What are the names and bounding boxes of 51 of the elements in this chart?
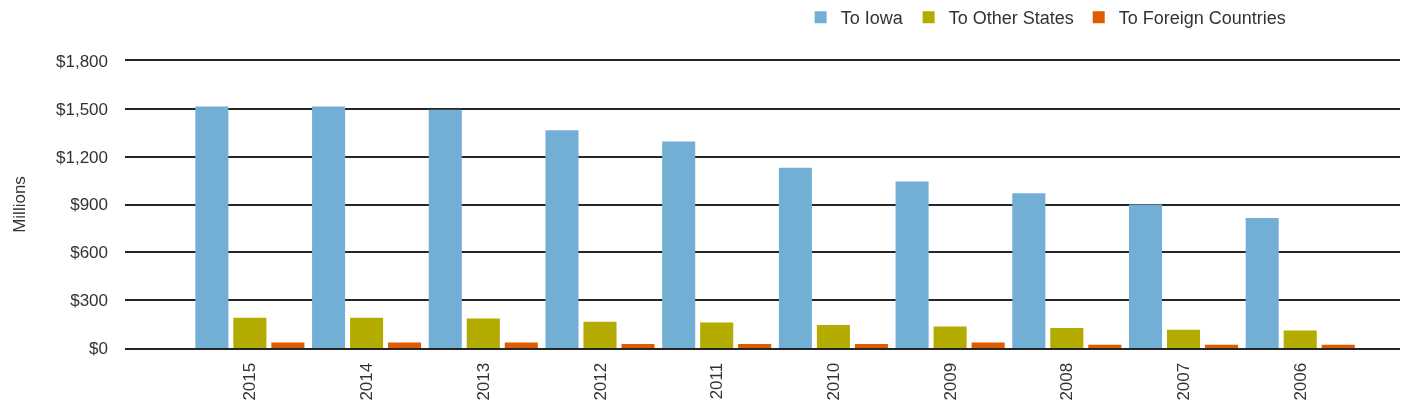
x-tick-label: 2013 [473, 362, 493, 401]
y-tick-label: $1,800 [56, 51, 108, 71]
bar [428, 109, 462, 348]
bar [1204, 344, 1239, 348]
y-axis-title: Millions [9, 176, 29, 233]
bar [1088, 344, 1122, 348]
bar [933, 326, 967, 348]
x-tick-label: 2006 [1290, 362, 1310, 401]
y-tick-label: $600 [70, 243, 108, 263]
bar [233, 317, 267, 348]
bar [738, 344, 772, 348]
x-tick-label: 2015 [240, 362, 260, 401]
legend-label: To Iowa [840, 8, 904, 29]
bar [1321, 344, 1355, 348]
bar [271, 342, 305, 348]
bar [621, 344, 655, 348]
x-tick-label: 2014 [357, 362, 377, 401]
legend-label: To Foreign Countries [1118, 8, 1286, 29]
y-tick-label: $1,200 [56, 147, 108, 167]
bar [350, 317, 384, 348]
x-tick-label: 2010 [823, 362, 843, 401]
bar [854, 344, 888, 348]
legend-label: To Other States [948, 8, 1074, 29]
x-tick-label: 2009 [940, 362, 960, 401]
bar [662, 141, 696, 348]
y-tick-label: $0 [89, 338, 108, 358]
bar [504, 342, 538, 348]
bar [1128, 204, 1163, 348]
y-tick-label: $1,500 [56, 99, 108, 119]
bar [816, 324, 850, 348]
bar [466, 318, 500, 348]
bar [583, 321, 617, 348]
bar [1050, 328, 1084, 348]
bar [195, 106, 229, 348]
bar [545, 130, 579, 348]
y-tick-label: $900 [70, 195, 108, 215]
x-tick-label: 2008 [1057, 362, 1077, 401]
bar [1283, 330, 1317, 348]
x-tick-label: 2007 [1174, 362, 1194, 401]
bar [1012, 193, 1046, 348]
bar [388, 342, 422, 348]
x-tick-label: 2011 [707, 362, 727, 400]
bar [700, 322, 734, 348]
bar [895, 181, 929, 348]
bar [1245, 218, 1279, 348]
bar [312, 106, 346, 348]
bar [971, 342, 1005, 348]
x-tick-label: 2012 [590, 362, 610, 401]
bar [778, 167, 812, 348]
y-tick-label: $300 [70, 291, 108, 311]
bar [1166, 329, 1201, 348]
